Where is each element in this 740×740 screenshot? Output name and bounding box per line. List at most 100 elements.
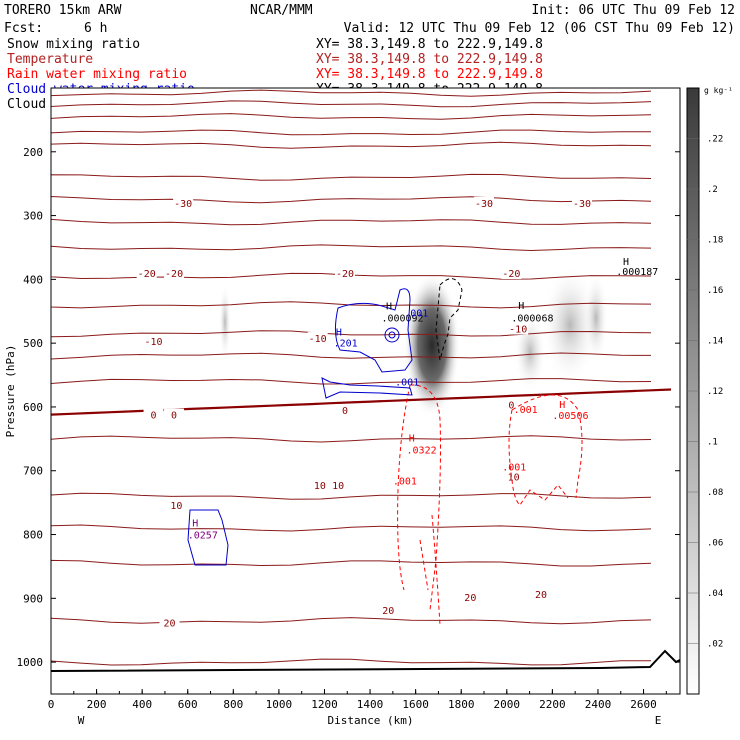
temp-label-bg (460, 591, 481, 604)
field-name-2: Rain water mixing ratio (7, 67, 187, 82)
isotherm-line (51, 435, 652, 443)
y-tick-label-3: 500 (23, 337, 43, 350)
annotation-16: .001 (393, 476, 417, 487)
temp-label-21: 20 (535, 590, 547, 601)
annotation-0: H (623, 257, 629, 268)
forecast-label: Fcst: (4, 21, 43, 36)
temperature-contours: -30 -30 -30 -20 -20 -20 -20 -10 -10 -10 0 0 0 0 10 10 10… (51, 89, 672, 666)
colorbar: .02 .04 .06 .08 .1 .12 .14 .16 .18 .2 .22 g kg⁻¹ (686, 86, 733, 695)
contour-annotations: H.000187H.000068H.000092.001H.201.001.00… (188, 257, 659, 542)
temp-label-3: -20 (138, 269, 156, 280)
y-tick-label-6: 800 (23, 529, 43, 542)
colorbar-label-8: .18 (707, 236, 723, 246)
annotation-15: .001 (502, 462, 526, 473)
colorbar-label-0: .02 (707, 640, 723, 650)
rain-contours (397, 384, 583, 626)
temp-label-11: 0 (171, 411, 177, 422)
axes: 0 200 400 600 800 1000 1200 1400 1600 1800 2000 220… (4, 146, 680, 727)
temp-label-bg (309, 478, 330, 491)
cloud-water-contour-lower (321, 377, 413, 399)
isotherm-line (51, 100, 652, 108)
temp-label-1: -30 (475, 199, 493, 210)
colorbar-label-1: .04 (707, 589, 723, 599)
isotherm-line (51, 301, 652, 309)
temp-label-bg (143, 408, 164, 421)
temp-label-bg (501, 398, 522, 411)
annotation-14: .0322 (407, 446, 437, 457)
temp-label-12: 0 (342, 406, 348, 417)
annotation-9: .001 (395, 377, 419, 388)
annotation-3: .000068 (511, 314, 553, 325)
rain-contour-central (397, 384, 441, 626)
x-tick-label-3: 600 (178, 698, 198, 711)
isotherm-line (51, 244, 652, 252)
temp-label-9: -10 (509, 324, 527, 335)
temp-label-bg (501, 266, 522, 279)
temp-label-bg (530, 587, 551, 600)
x-tick-label-9: 1800 (448, 698, 475, 711)
annotation-6: .001 (404, 309, 428, 320)
snow-shade-east (542, 265, 598, 385)
temp-label-bg (508, 322, 529, 335)
temp-label-5: -20 (336, 269, 354, 280)
y-tick-label-5: 700 (23, 465, 43, 478)
isotherm-line (51, 195, 652, 204)
y-tick-label-1: 300 (23, 210, 43, 223)
field-name-1: Temperature (7, 52, 93, 67)
temp-label-bg (173, 196, 194, 209)
isotherm-line (51, 658, 652, 666)
temp-label-10: 0 (151, 411, 157, 422)
temp-label-bg (136, 266, 157, 279)
x-tick-label-6: 1200 (311, 698, 338, 711)
colorbar-label-5: .12 (707, 387, 723, 397)
temp-label-bg (572, 196, 593, 209)
isotherm-line (51, 378, 652, 385)
valid-time: Valid: 12 UTC Thu 09 Feb 12 (06 CST Thu … (344, 21, 735, 36)
temp-label-bg (328, 478, 349, 491)
x-tick-label-0: 0 (48, 698, 55, 711)
isotherm-line (51, 141, 652, 149)
temp-label-0: -30 (174, 199, 192, 210)
temp-label-2: -30 (573, 199, 591, 210)
colorbar-label-7: .16 (707, 286, 723, 296)
temp-label-bg (503, 470, 524, 483)
temp-label-16: 10 (332, 481, 344, 492)
plot-area: -30 -30 -30 -20 -20 -20 -20 -10 -10 -10 0 0 0 0 10 10 10… (51, 88, 680, 694)
annotation-2: H (518, 301, 524, 312)
isotherm-line (51, 524, 652, 532)
colorbar-label-10: .22 (707, 135, 723, 145)
cloud-water-contour-upper (334, 288, 413, 373)
x-end-left: W (78, 714, 85, 727)
cloud-water-core-inner (388, 331, 396, 339)
colorbar-label-6: .14 (707, 337, 723, 347)
y-tick-label-2: 400 (23, 273, 43, 286)
temp-label-20: 20 (464, 593, 476, 604)
temp-label-7: -10 (145, 337, 163, 348)
annotation-10: .001 (514, 405, 538, 416)
temp-label-4: -20 (165, 269, 183, 280)
x-tick-label-2: 400 (132, 698, 152, 711)
temp-label-bg (166, 499, 187, 512)
temp-label-18: 20 (163, 619, 175, 630)
x-tick-label-13: 2600 (630, 698, 657, 711)
temp-label-bg (378, 603, 399, 616)
temp-label-bg (474, 196, 495, 209)
field-xy-1: XY= 38.3,149.8 to 222.9,149.8 (316, 52, 543, 67)
snow-shade-east2 (584, 272, 608, 364)
init-time: Init: 06 UTC Thu 09 Feb 12 (532, 3, 736, 18)
x-end-right: E (655, 714, 662, 727)
colorbar-label-4: .1 (707, 438, 718, 448)
annotation-13: H (409, 434, 415, 445)
field-name-0: Snow mixing ratio (7, 37, 140, 52)
isotherm-line (51, 218, 652, 226)
cloud-water-contours (187, 288, 413, 566)
snow-shading (219, 265, 608, 417)
x-tick-label-10: 2000 (494, 698, 521, 711)
field-xy-2: XY= 38.3,149.8 to 222.9,149.8 (316, 67, 543, 82)
temp-label-bg (307, 332, 328, 345)
rain-contour-east (508, 394, 583, 506)
temp-label-8: -10 (309, 334, 327, 345)
field-xy-0: XY= 38.3,149.8 to 222.9,149.8 (316, 37, 543, 52)
isotherm-line (51, 129, 651, 136)
